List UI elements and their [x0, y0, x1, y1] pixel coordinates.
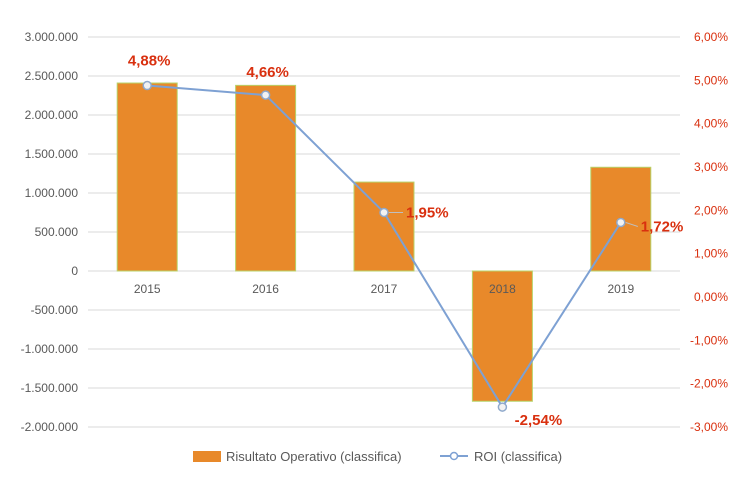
legend-swatch-marker — [449, 451, 459, 461]
left-tick-label: 1.000.000 — [25, 186, 79, 200]
right-tick-label: -3,00% — [690, 420, 728, 434]
right-axis-ticks: 6,00% 5,00% 4,00% 3,00% 2,00% 1,00% 0,00% -1,00… — [690, 30, 728, 434]
right-tick-label: 0,00% — [694, 290, 728, 304]
legend-label-line: ROI (classifica) — [474, 449, 562, 464]
bar-2017 — [353, 181, 415, 272]
left-tick-label: 2.000.000 — [25, 108, 79, 122]
roi-data-label: 4,66% — [246, 64, 289, 81]
left-tick-label: 0 — [71, 264, 78, 278]
left-tick-label: -2.000.000 — [21, 420, 79, 434]
left-tick-label: -1.500.000 — [21, 381, 79, 395]
line-series — [142, 80, 626, 412]
right-tick-label: 5,00% — [694, 73, 728, 87]
right-tick-label: -1,00% — [690, 333, 728, 347]
x-tick-label: 2017 — [371, 282, 398, 296]
leader-line — [625, 221, 638, 227]
right-tick-label: 6,00% — [694, 30, 728, 44]
legend-label-bar: Risultato Operativo (classifica) — [226, 449, 402, 464]
bar-2015 — [116, 82, 178, 272]
left-axis-ticks: 3.000.000 2.500.000 2.000.000 1.500.000 1.00… — [21, 30, 79, 434]
bar-series — [116, 82, 652, 402]
roi-marker-2018 — [497, 402, 508, 412]
roi-marker-2017 — [379, 207, 389, 218]
left-tick-label: 2.500.000 — [25, 69, 79, 83]
x-axis-ticks: 2015 2016 2017 2018 2019 — [134, 282, 635, 296]
bar-2016 — [235, 84, 297, 272]
x-tick-label: 2016 — [252, 282, 279, 296]
roi-data-label: -2,54% — [515, 412, 563, 429]
right-tick-label: 4,00% — [694, 117, 728, 131]
left-tick-label: -500.000 — [31, 303, 79, 317]
right-tick-label: 3,00% — [694, 160, 728, 174]
x-tick-label: 2019 — [607, 282, 634, 296]
left-tick-label: -1.000.000 — [21, 342, 79, 356]
roi-marker-2019 — [616, 217, 626, 228]
right-tick-label: 2,00% — [694, 203, 728, 217]
roi-marker-2015 — [142, 80, 152, 91]
bar-2018 — [471, 270, 533, 402]
x-tick-label: 2018 — [489, 282, 516, 296]
left-tick-label: 3.000.000 — [25, 30, 79, 44]
x-tick-label: 2015 — [134, 282, 161, 296]
left-tick-label: 1.500.000 — [25, 147, 79, 161]
roi-data-label: 4,88% — [128, 53, 171, 70]
data-labels: 4,88% 4,66% 1,95% -2,54% 1,72% — [128, 53, 683, 430]
roi-data-label: 1,72% — [641, 218, 684, 235]
roi-marker-2016 — [260, 90, 271, 100]
left-tick-label: 500.000 — [35, 225, 79, 239]
right-tick-label: -2,00% — [690, 377, 728, 391]
legend: Risultato Operativo (classifica) ROI (cl… — [193, 449, 562, 464]
roi-data-label: 1,95% — [406, 205, 449, 222]
right-tick-label: 1,00% — [694, 247, 728, 261]
legend-swatch-bar — [193, 451, 221, 462]
